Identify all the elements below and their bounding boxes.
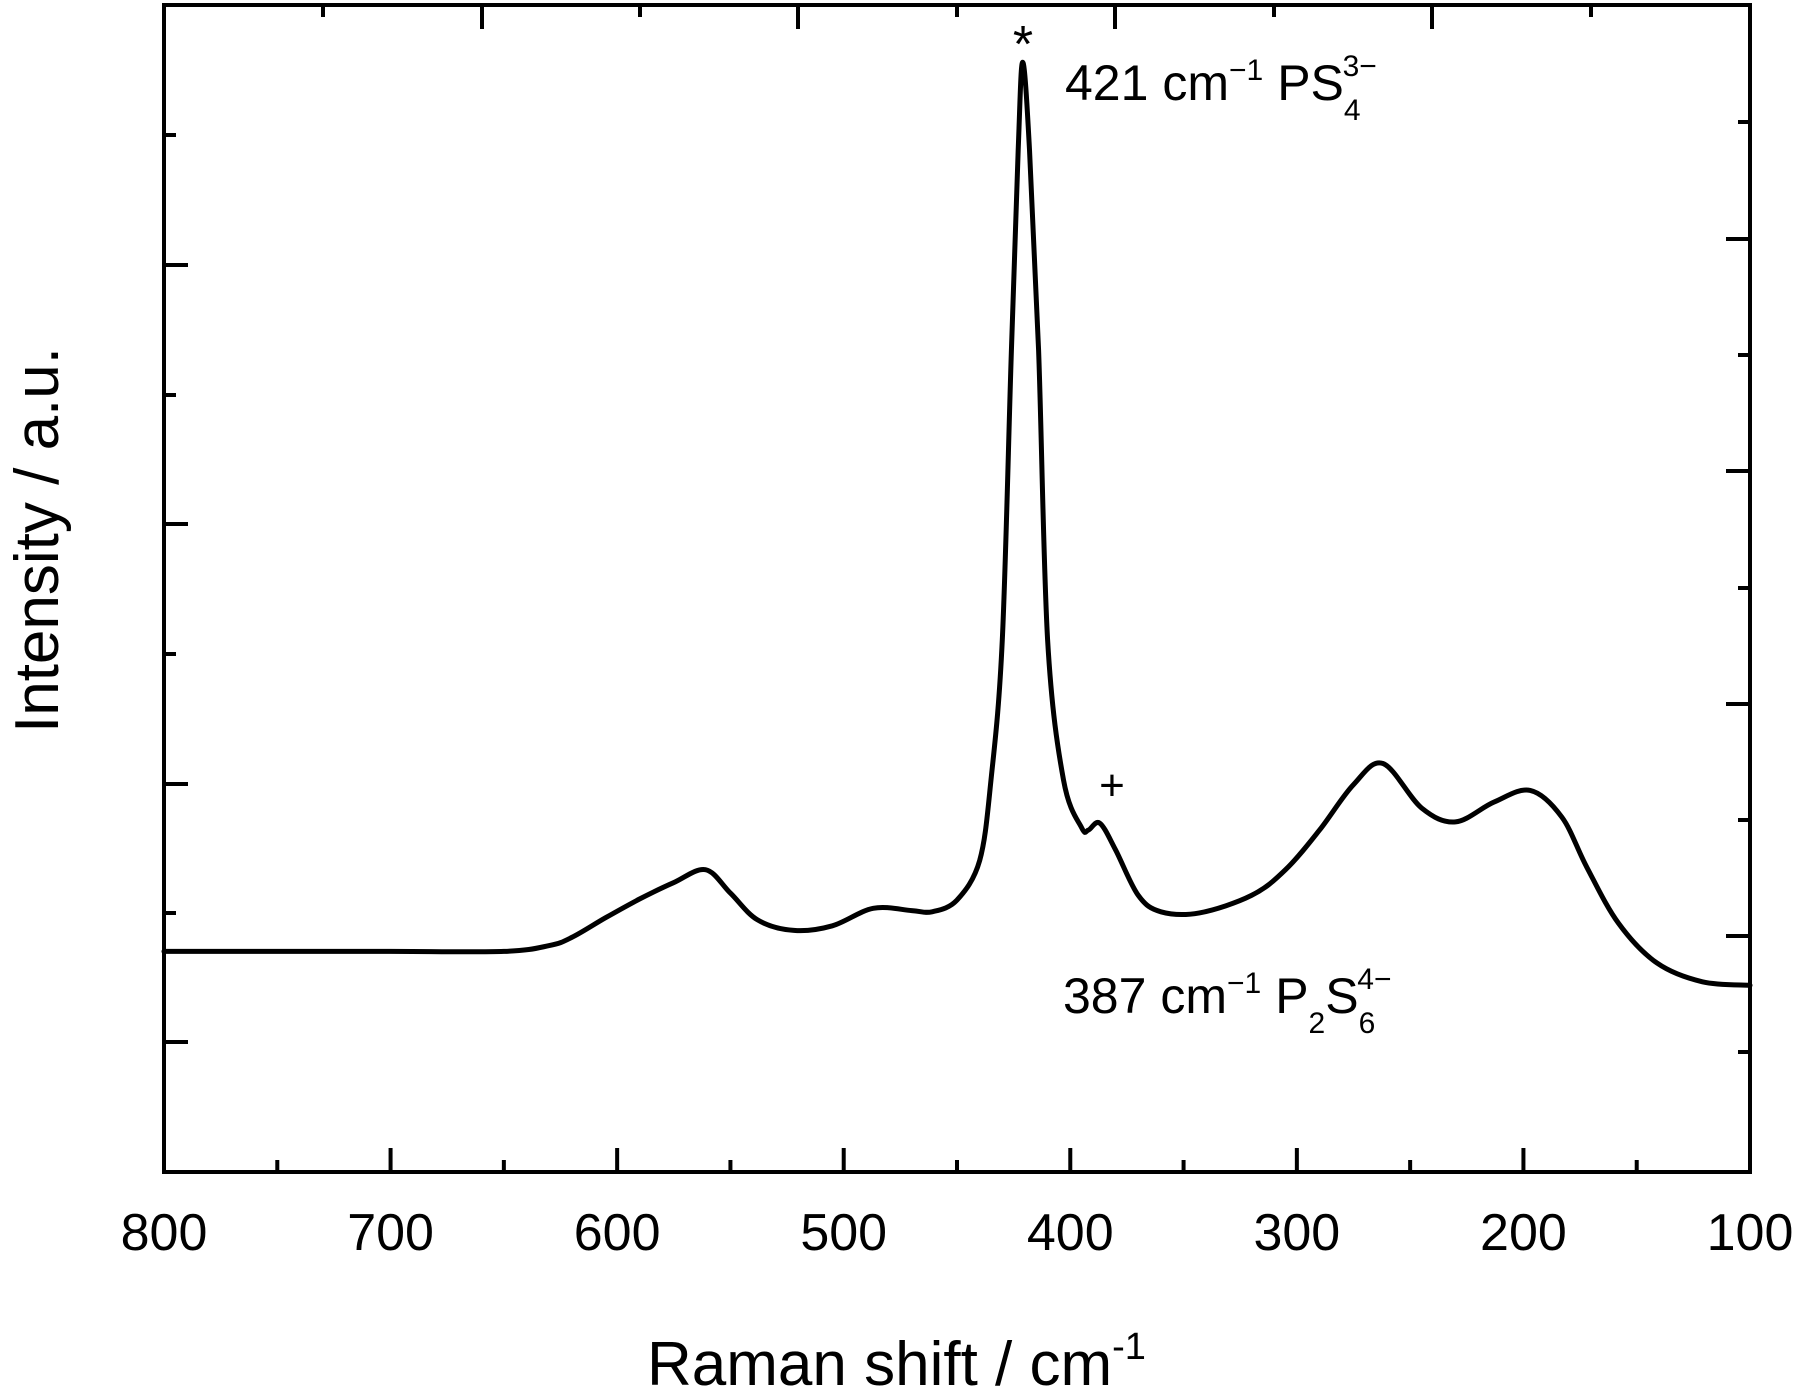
peak2-label: 387 cm−1 P2S6 4− <box>1063 963 1392 1040</box>
peak1-wavenumber: 421 cm <box>1065 55 1229 111</box>
x-tick-label: 700 <box>347 1204 434 1262</box>
x-tick-label: 200 <box>1480 1204 1567 1262</box>
x-axis-title-exponent: -1 <box>1112 1326 1146 1368</box>
peak2-species-s: S <box>1325 968 1358 1024</box>
x-tick-label: 600 <box>574 1204 661 1262</box>
peak1-exponent: −1 <box>1229 54 1263 87</box>
peak1-charge: 3− <box>1343 50 1377 83</box>
x-tick-label: 300 <box>1253 1204 1340 1262</box>
y-axis-title: Intensity / a.u. <box>3 347 72 733</box>
x-tick-label: 500 <box>800 1204 887 1262</box>
peak1-label: 421 cm−1 PS4 3− <box>1065 50 1377 127</box>
plot-frame <box>162 3 1752 1174</box>
peak1-subscript: 4 <box>1344 94 1361 127</box>
x-tick-labels: 800 700 600 500 400 300 200 100 <box>121 1204 1794 1262</box>
peak1-marker: * <box>1013 16 1033 74</box>
x-tick-label: 400 <box>1027 1204 1114 1262</box>
peak2-charge: 4− <box>1357 963 1391 996</box>
peak2-exponent: −1 <box>1227 967 1261 1000</box>
x-axis-title-text: Raman shift / cm <box>647 1330 1112 1389</box>
spectrum-line <box>161 59 1753 988</box>
peak2-subscript-6: 6 <box>1359 1007 1376 1040</box>
peak2-subscript-2: 2 <box>1309 1007 1326 1040</box>
x-tick-label: 100 <box>1707 1204 1794 1262</box>
peak1-species: PS <box>1277 55 1344 111</box>
peak2-wavenumber: 387 cm <box>1063 968 1227 1024</box>
peak2-species-p: P <box>1275 968 1308 1024</box>
peak2-marker: + <box>1099 761 1125 810</box>
x-tick-label: 800 <box>121 1204 208 1262</box>
x-axis-title: Raman shift / cm-1 <box>647 1326 1146 1389</box>
